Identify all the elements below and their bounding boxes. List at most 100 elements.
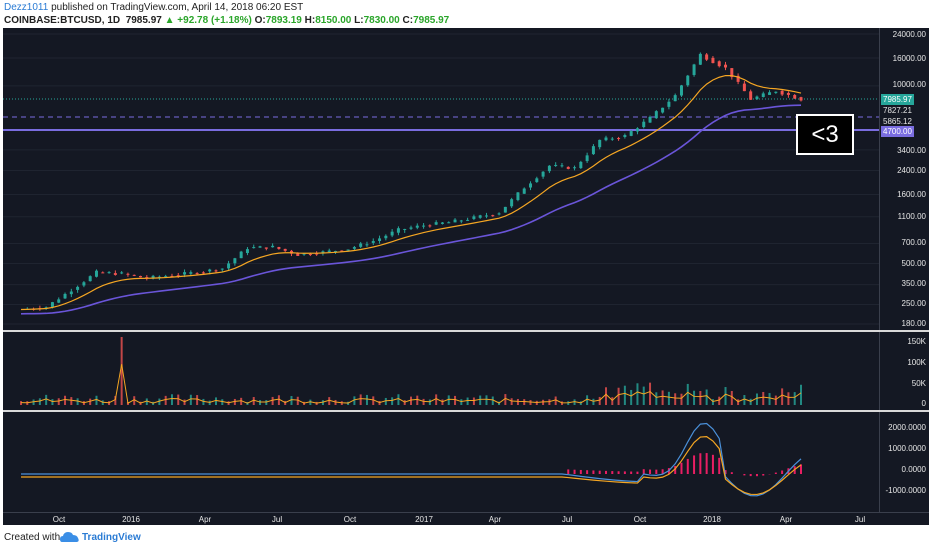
- volume-bar: [51, 399, 54, 405]
- pane-divider[interactable]: [3, 330, 929, 332]
- candle-body: [434, 222, 438, 225]
- published-text: published on TradingView.com, April 14, …: [51, 2, 304, 13]
- macd-hist-bar: [623, 471, 626, 474]
- macd-hist-bar: [579, 469, 582, 474]
- macd-chart[interactable]: [3, 412, 879, 512]
- candle-body: [176, 275, 180, 277]
- volume-bar: [466, 397, 469, 405]
- candle-body: [472, 216, 476, 219]
- macd-tick: 2000.0000: [888, 423, 926, 432]
- high-label: H:: [304, 15, 316, 26]
- candle-body: [566, 166, 570, 169]
- volume-bar: [617, 387, 620, 405]
- candle-body: [793, 95, 797, 99]
- macd-hist-bar: [705, 453, 708, 474]
- volume-bar: [221, 399, 224, 405]
- chart-frame[interactable]: 24000.00 16000.00 10000.00 3400.00 2400.…: [3, 28, 929, 525]
- candle-body: [113, 273, 117, 275]
- volume-bar: [516, 398, 519, 405]
- candle-body: [724, 64, 728, 68]
- author-link[interactable]: Dezz1011: [4, 2, 49, 13]
- candle-body: [132, 274, 136, 276]
- candle-body: [761, 93, 765, 98]
- macd-hist-bar: [642, 469, 645, 474]
- volume-bar: [114, 395, 117, 405]
- ema-price-tag: 7827.21: [881, 105, 914, 116]
- macd-hist-bar: [724, 470, 727, 474]
- time-tick: Apr: [198, 515, 212, 524]
- symbol-line: COINBASE:BTCUSD, 1D 7985.97 ▲ +92.78 (+1…: [4, 15, 449, 26]
- volume-bar: [64, 395, 67, 405]
- candle-body: [730, 68, 734, 78]
- volume-bar: [460, 399, 463, 405]
- candle-body: [245, 249, 249, 254]
- macd-tick: 0.0000: [901, 465, 926, 474]
- macd-hist-bar: [611, 471, 614, 474]
- volume-bar: [290, 396, 293, 405]
- macd-tick: 1000.0000: [888, 444, 926, 453]
- signal-line: [21, 436, 802, 496]
- candle-body: [157, 276, 161, 278]
- candle-body: [617, 138, 621, 140]
- volume-bar: [548, 399, 551, 405]
- macd-histogram: [567, 453, 802, 477]
- candle-body: [440, 222, 444, 224]
- volume-bar: [170, 394, 173, 405]
- candle-body: [214, 270, 218, 272]
- macd-hist-bar: [630, 471, 633, 474]
- volume-bar: [768, 393, 771, 405]
- volume-bar: [636, 383, 639, 405]
- volume-bar: [38, 398, 41, 405]
- volume-bar: [598, 396, 601, 405]
- price-pane[interactable]: [3, 28, 879, 330]
- candle-body: [44, 307, 48, 309]
- volume-bar: [271, 396, 274, 405]
- volume-bar: [743, 395, 746, 405]
- volume-bar: [277, 395, 280, 405]
- candle-body: [302, 253, 306, 255]
- macd-hist-bar: [661, 469, 664, 474]
- candle-body: [189, 272, 193, 274]
- candle-body: [484, 215, 488, 217]
- price-chart[interactable]: [3, 28, 879, 330]
- volume-bar: [649, 382, 652, 405]
- volume-bar: [145, 398, 148, 405]
- candle-body: [422, 225, 426, 227]
- candle-body: [749, 91, 753, 100]
- price-tick: 1600.00: [897, 190, 926, 199]
- volume-bar: [70, 397, 73, 405]
- price-tick: 3400.00: [897, 146, 926, 155]
- macd-hist-bar: [718, 457, 721, 474]
- candle-body: [642, 121, 646, 128]
- candle-body: [296, 252, 300, 256]
- volume-pane[interactable]: [3, 332, 879, 410]
- price-axis[interactable]: 24000.00 16000.00 10000.00 3400.00 2400.…: [879, 28, 930, 330]
- volume-bar: [296, 396, 299, 405]
- candle-body: [315, 253, 319, 255]
- pane-divider[interactable]: [3, 410, 929, 412]
- macd-axis[interactable]: 2000.0000 1000.0000 0.0000 -1000.0000: [879, 412, 930, 512]
- last-price-tag: 7985.97: [881, 94, 914, 105]
- tradingview-brand-link[interactable]: TradingView: [82, 532, 141, 543]
- macd-pane[interactable]: [3, 412, 879, 512]
- candle-body: [277, 246, 281, 249]
- volume-tick: 100K: [907, 358, 926, 367]
- candle-body: [478, 215, 482, 218]
- candle-body: [717, 61, 721, 67]
- candle-body: [635, 128, 639, 132]
- macd-line: [21, 422, 802, 497]
- price-tick: 1100.00: [897, 212, 926, 221]
- price-grid: [3, 33, 879, 325]
- candle-body: [384, 235, 388, 239]
- price-tick: 10000.00: [892, 80, 926, 89]
- macd-hist-bar: [686, 458, 689, 474]
- volume-bar: [89, 398, 92, 405]
- volume-chart[interactable]: [3, 332, 879, 410]
- macd-hist-bar: [592, 470, 595, 474]
- volume-axis[interactable]: 150K 100K 50K 0: [879, 332, 930, 410]
- macd-hist-bar: [655, 469, 658, 474]
- macd-hist-bar: [730, 472, 733, 474]
- candle-body: [352, 247, 356, 249]
- candle-body: [220, 268, 224, 270]
- time-axis[interactable]: Oct 2016 Apr Jul Oct 2017 Apr Jul Oct 20…: [3, 512, 929, 526]
